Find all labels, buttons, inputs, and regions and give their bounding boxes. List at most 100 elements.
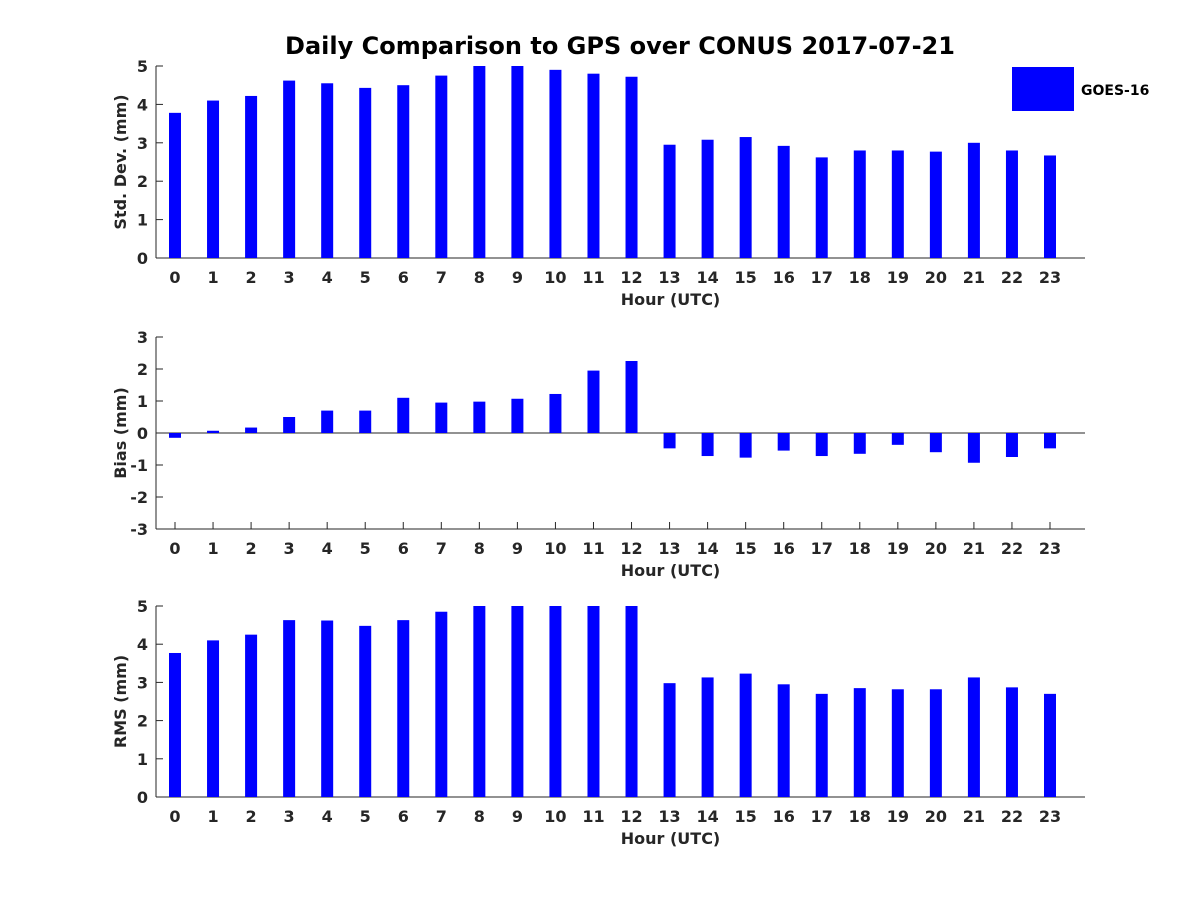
bias-y-tick-label: 3 <box>137 328 148 347</box>
rms-y-tick-label: 5 <box>137 597 148 616</box>
rms-bar-hour-18 <box>853 688 866 797</box>
rms-x-axis-label: Hour (UTC) <box>621 829 721 848</box>
rms-bar-hour-13 <box>663 683 676 797</box>
std-dev-x-tick-label: 19 <box>887 268 909 287</box>
rms-y-tick-label: 1 <box>137 750 148 769</box>
std-dev-bar-hour-6 <box>397 85 410 258</box>
std-dev-bar-hour-4 <box>321 83 334 258</box>
rms-x-tick-label: 3 <box>284 807 295 826</box>
legend-label: GOES-16 <box>1081 83 1149 99</box>
std-dev-x-tick-label: 7 <box>436 268 447 287</box>
bias-x-tick-label: 2 <box>246 539 257 558</box>
std-dev-bar-hour-2 <box>245 95 258 259</box>
bias-x-tick-label: 13 <box>658 539 680 558</box>
std-dev-bar-hour-18 <box>853 150 866 258</box>
rms-x-tick-label: 13 <box>658 807 680 826</box>
std-dev-x-tick-label: 16 <box>773 268 795 287</box>
bias-bar-hour-15 <box>739 433 752 458</box>
legend: GOES-16 <box>1012 67 1149 111</box>
std-dev-bar-hour-11 <box>587 73 600 259</box>
bias-bar-hour-0 <box>169 433 181 438</box>
rms-x-tick-label: 10 <box>544 807 566 826</box>
chart-title: Daily Comparison to GPS over CONUS 2017-… <box>285 32 955 60</box>
rms-x-tick-label: 18 <box>849 807 871 826</box>
std-dev-bar-hour-20 <box>929 151 942 258</box>
bias-x-tick-label: 15 <box>735 539 757 558</box>
bias-y-tick-label: 0 <box>137 424 148 443</box>
bias-bar-hour-16 <box>777 433 790 451</box>
rms-bar-hour-22 <box>1005 687 1018 797</box>
std-dev-x-tick-label: 9 <box>512 268 523 287</box>
bias-x-tick-label: 18 <box>849 539 871 558</box>
std-dev-y-axis-label: Std. Dev. (mm) <box>111 94 130 229</box>
std-dev-x-tick-label: 5 <box>360 268 371 287</box>
std-dev-x-tick-label: 4 <box>322 268 333 287</box>
bias-y-tick-label: -3 <box>130 520 148 539</box>
rms-bar-hour-0 <box>169 652 181 797</box>
bias-x-tick-label: 23 <box>1039 539 1061 558</box>
bias-x-tick-label: 3 <box>284 539 295 558</box>
rms-x-tick-label: 5 <box>360 807 371 826</box>
rms-bar-hour-2 <box>245 634 258 797</box>
bias-bar-hour-9 <box>511 398 524 433</box>
std-dev-bar-hour-9 <box>511 66 524 258</box>
bias-x-tick-label: 20 <box>925 539 947 558</box>
legend-swatch <box>1012 67 1074 111</box>
bias-x-tick-label: 10 <box>544 539 566 558</box>
rms-y-axis-label: RMS (mm) <box>111 655 130 748</box>
std-dev-bar-hour-23 <box>1044 155 1056 258</box>
rms-bar-hour-1 <box>207 640 220 797</box>
std-dev-x-axis-label: Hour (UTC) <box>621 290 721 309</box>
std-dev-x-tick-label: 3 <box>284 268 295 287</box>
rms-bar-hour-5 <box>359 625 372 797</box>
bias-bar-hour-7 <box>435 402 448 433</box>
rms-bar-hour-19 <box>891 689 904 797</box>
std-dev-bar-hour-5 <box>359 87 372 258</box>
rms-x-tick-label: 16 <box>773 807 795 826</box>
bias-x-tick-label: 14 <box>696 539 718 558</box>
std-dev-bar-hour-1 <box>207 100 220 258</box>
std-dev-bar-hour-13 <box>663 144 676 258</box>
bias-x-tick-label: 12 <box>620 539 642 558</box>
std-dev-x-tick-label: 0 <box>169 268 180 287</box>
bias-bar-hour-6 <box>397 397 410 433</box>
bias-x-tick-label: 21 <box>963 539 985 558</box>
bias-x-tick-label: 9 <box>512 539 523 558</box>
std-dev-x-tick-label: 23 <box>1039 268 1061 287</box>
bias-bar-hour-22 <box>1005 433 1018 457</box>
bias-bar-hour-10 <box>549 393 562 433</box>
bias-x-tick-label: 16 <box>773 539 795 558</box>
rms-x-tick-label: 1 <box>207 807 218 826</box>
bias-x-tick-label: 0 <box>169 539 180 558</box>
std-dev-x-tick-label: 22 <box>1001 268 1023 287</box>
bias-x-tick-label: 4 <box>322 539 333 558</box>
bias-x-tick-label: 11 <box>582 539 604 558</box>
rms-bar-hour-11 <box>587 606 600 797</box>
rms-bar-hour-4 <box>321 620 334 797</box>
std-dev-bar-hour-7 <box>435 75 448 258</box>
bias-x-axis-label: Hour (UTC) <box>621 561 721 580</box>
bias-bar-hour-3 <box>283 417 296 433</box>
std-dev-bar-hour-0 <box>169 112 181 259</box>
std-dev-x-tick-label: 20 <box>925 268 947 287</box>
rms-y-tick-label: 2 <box>137 712 148 731</box>
std-dev-y-tick-label: 3 <box>137 134 148 153</box>
rms-x-tick-label: 14 <box>696 807 718 826</box>
rms-x-tick-label: 0 <box>169 807 180 826</box>
rms-bar-hour-3 <box>283 620 296 797</box>
bias-bar-hour-18 <box>853 433 866 454</box>
std-dev-bar-hour-21 <box>967 142 980 258</box>
std-dev-bar-hour-14 <box>701 139 714 258</box>
std-dev-x-tick-label: 18 <box>849 268 871 287</box>
rms-x-tick-label: 11 <box>582 807 604 826</box>
rms-bar-hour-9 <box>511 606 524 797</box>
rms-x-tick-label: 7 <box>436 807 447 826</box>
bias-x-tick-label: 22 <box>1001 539 1023 558</box>
rms-bar-hour-21 <box>967 677 980 797</box>
rms-x-tick-label: 4 <box>322 807 333 826</box>
rms-x-tick-label: 15 <box>735 807 757 826</box>
std-dev-bar-hour-16 <box>777 145 790 258</box>
